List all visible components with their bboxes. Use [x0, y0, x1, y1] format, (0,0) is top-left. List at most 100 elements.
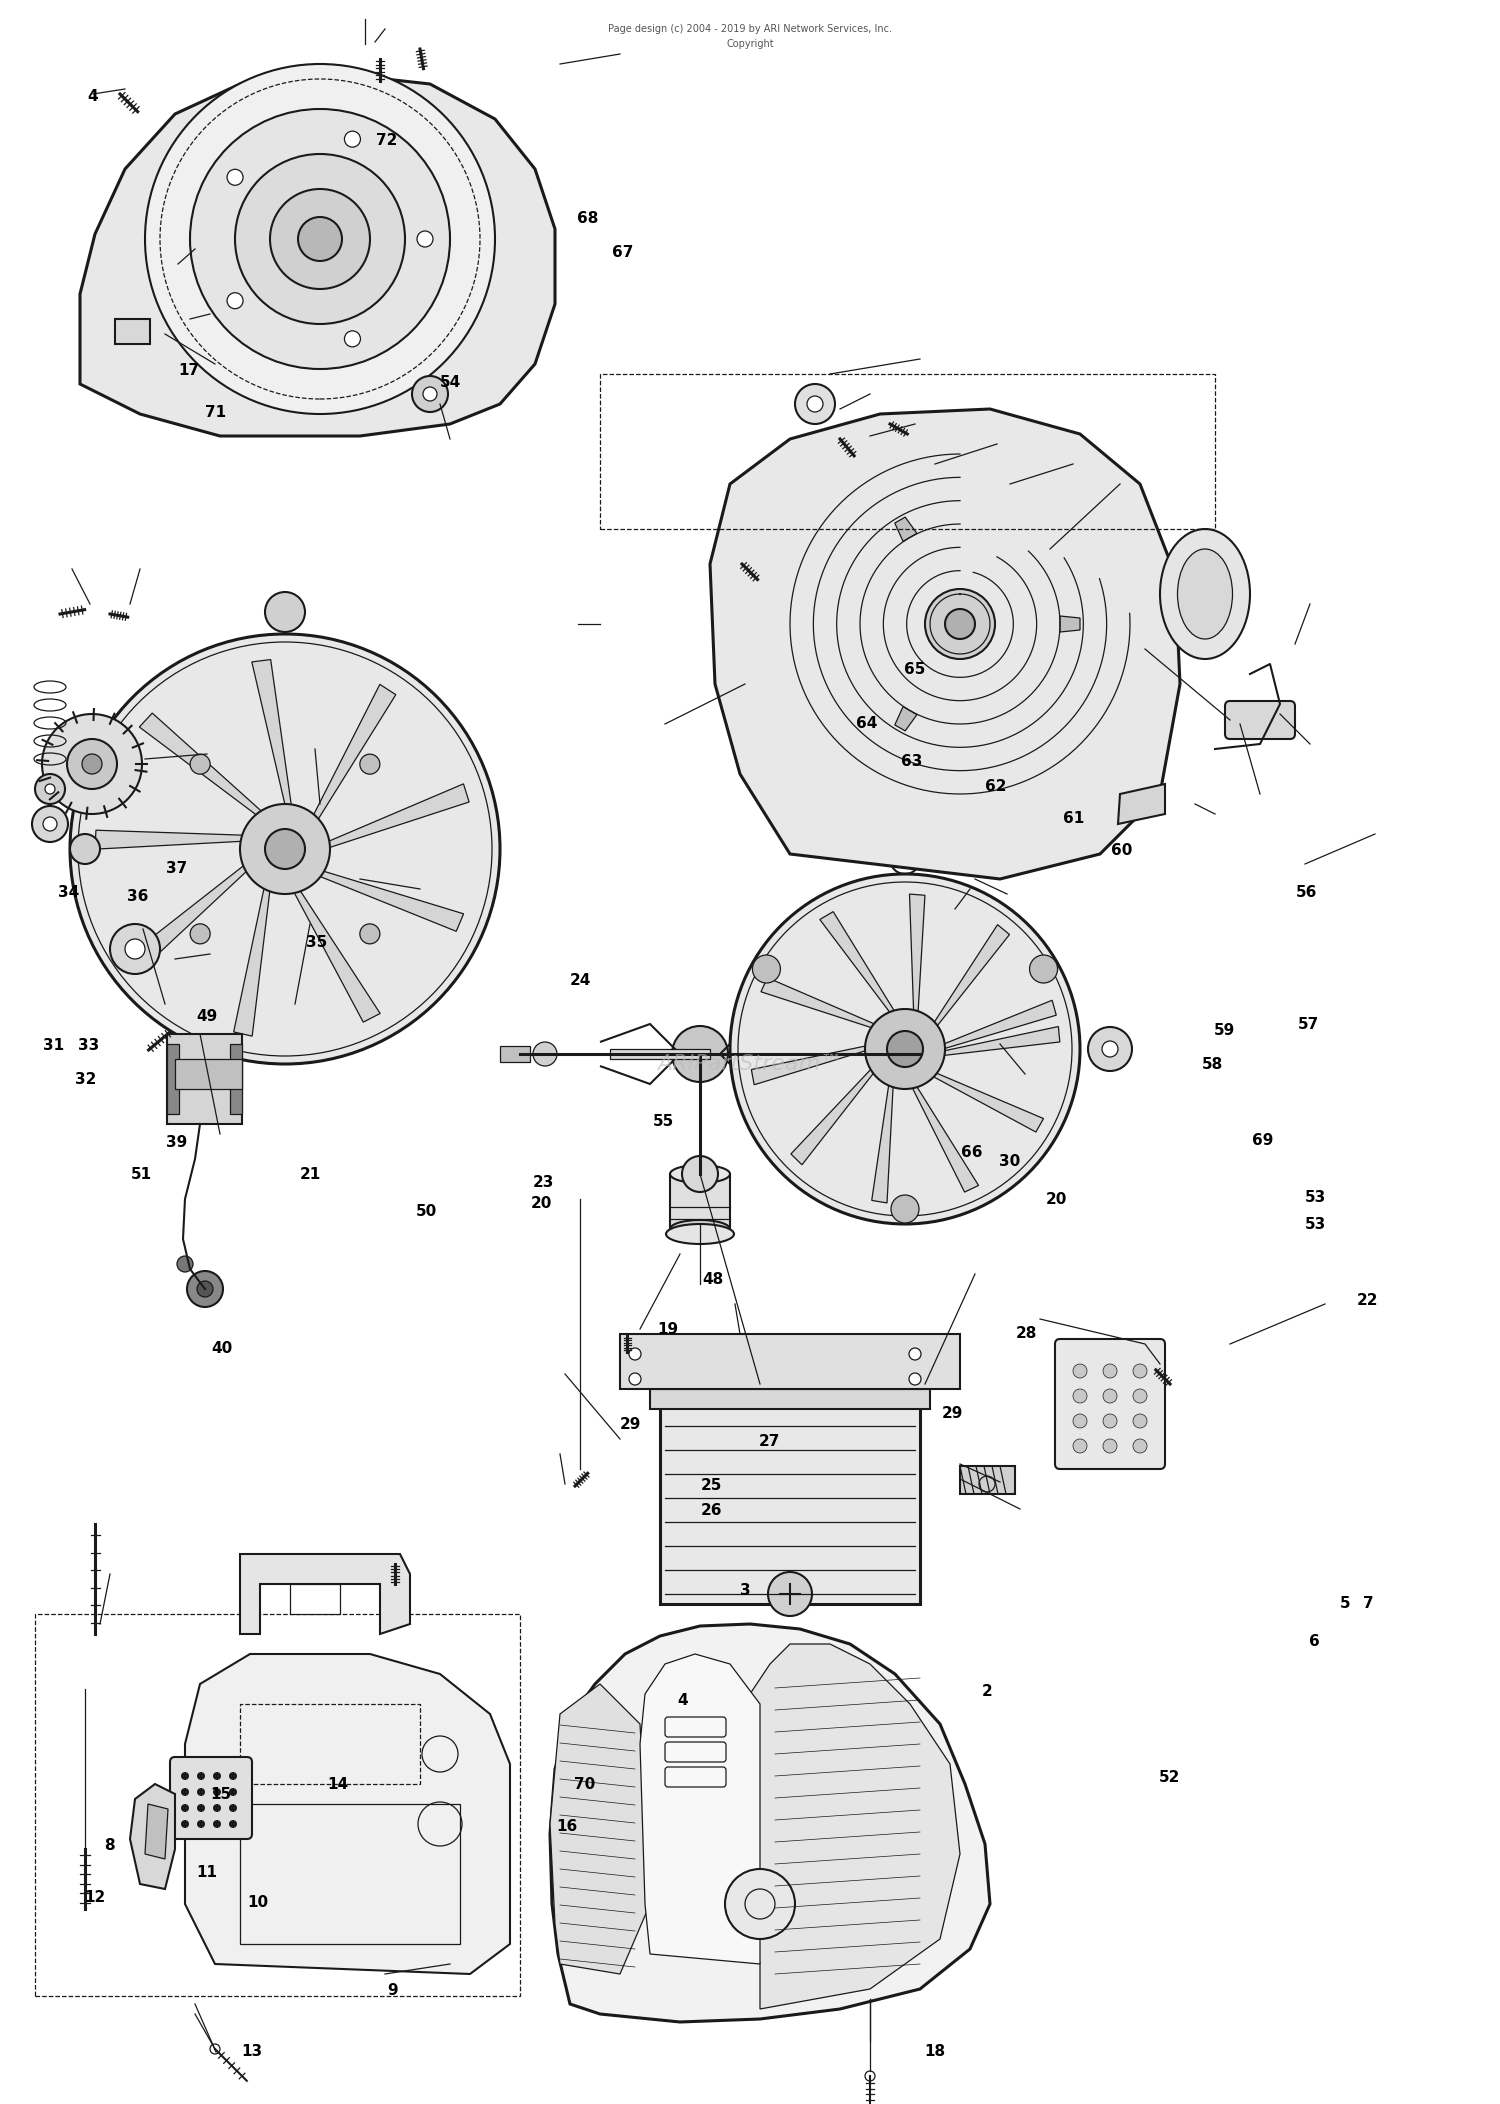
- Text: 22: 22: [1358, 1292, 1378, 1309]
- Bar: [670, 1174, 730, 1229]
- Circle shape: [196, 1788, 206, 1797]
- Circle shape: [724, 1868, 795, 1940]
- Circle shape: [1072, 1363, 1088, 1378]
- Circle shape: [858, 1041, 882, 1067]
- FancyBboxPatch shape: [1054, 1338, 1166, 1469]
- Text: 33: 33: [78, 1037, 99, 1054]
- Text: 60: 60: [1112, 842, 1132, 858]
- Text: 57: 57: [1298, 1016, 1318, 1033]
- Text: 64: 64: [856, 715, 877, 732]
- Circle shape: [182, 1803, 189, 1812]
- Circle shape: [190, 753, 210, 774]
- Circle shape: [146, 63, 495, 414]
- Circle shape: [70, 833, 100, 865]
- Circle shape: [865, 1010, 945, 1090]
- Circle shape: [926, 589, 994, 659]
- Bar: [660, 1395, 920, 1603]
- Circle shape: [1088, 1027, 1132, 1071]
- Polygon shape: [790, 1069, 874, 1166]
- Circle shape: [1072, 1439, 1088, 1454]
- Circle shape: [45, 785, 56, 793]
- Polygon shape: [896, 518, 916, 541]
- Text: 31: 31: [44, 1037, 64, 1054]
- Circle shape: [795, 385, 836, 425]
- Circle shape: [1102, 1041, 1118, 1056]
- Text: 51: 51: [130, 1166, 152, 1182]
- Text: 26: 26: [700, 1502, 721, 1519]
- Polygon shape: [760, 978, 876, 1029]
- Text: 23: 23: [532, 1174, 554, 1191]
- Polygon shape: [710, 408, 1180, 879]
- Bar: [650, 1389, 930, 1410]
- Circle shape: [753, 955, 780, 983]
- Polygon shape: [240, 1555, 410, 1635]
- Text: 39: 39: [166, 1134, 188, 1151]
- Text: 29: 29: [942, 1405, 963, 1422]
- Circle shape: [682, 1155, 718, 1193]
- Bar: [500, 1046, 530, 1063]
- Circle shape: [1072, 1389, 1088, 1403]
- Text: 13: 13: [242, 2043, 262, 2060]
- Polygon shape: [324, 785, 470, 850]
- Polygon shape: [752, 1046, 867, 1086]
- Circle shape: [345, 130, 360, 147]
- Polygon shape: [1060, 616, 1080, 631]
- Circle shape: [44, 816, 57, 831]
- Text: 37: 37: [166, 861, 188, 877]
- Text: 19: 19: [657, 1321, 678, 1338]
- Circle shape: [945, 608, 975, 640]
- Ellipse shape: [670, 1220, 730, 1237]
- Text: 18: 18: [924, 2043, 945, 2060]
- Circle shape: [1102, 1439, 1118, 1454]
- Text: 4: 4: [676, 1692, 688, 1708]
- Text: 56: 56: [1296, 884, 1317, 901]
- Circle shape: [230, 1788, 237, 1797]
- Circle shape: [270, 189, 370, 288]
- Text: 7: 7: [1362, 1595, 1374, 1612]
- Text: 30: 30: [999, 1153, 1020, 1170]
- Circle shape: [190, 109, 450, 368]
- Text: 6: 6: [1308, 1633, 1320, 1650]
- Circle shape: [345, 330, 360, 347]
- Circle shape: [360, 753, 380, 774]
- Text: 35: 35: [306, 934, 327, 951]
- Text: 15: 15: [210, 1786, 231, 1803]
- Ellipse shape: [1178, 549, 1233, 640]
- Text: 29: 29: [620, 1416, 640, 1433]
- Polygon shape: [932, 1073, 1044, 1132]
- Circle shape: [360, 924, 380, 945]
- Bar: [290, 1584, 340, 1614]
- Circle shape: [1029, 955, 1057, 983]
- Circle shape: [891, 1195, 920, 1222]
- Text: 50: 50: [416, 1203, 436, 1220]
- Text: 20: 20: [1046, 1191, 1066, 1208]
- Text: 21: 21: [300, 1166, 321, 1182]
- Circle shape: [266, 829, 305, 869]
- Ellipse shape: [670, 1166, 730, 1182]
- Circle shape: [196, 1803, 206, 1812]
- Circle shape: [210, 2043, 220, 2054]
- Circle shape: [196, 1772, 206, 1780]
- Circle shape: [266, 591, 305, 631]
- Circle shape: [230, 1772, 237, 1780]
- Polygon shape: [140, 713, 266, 818]
- Circle shape: [82, 753, 102, 774]
- Text: 68: 68: [578, 210, 598, 227]
- Text: 54: 54: [440, 375, 460, 391]
- Text: 9: 9: [387, 1982, 399, 1999]
- Bar: [166, 1033, 242, 1124]
- Text: 2: 2: [981, 1683, 993, 1700]
- Circle shape: [1072, 1414, 1088, 1429]
- Text: 5: 5: [1340, 1595, 1352, 1612]
- Text: 20: 20: [531, 1195, 552, 1212]
- Circle shape: [124, 938, 146, 959]
- Bar: [166, 1044, 178, 1113]
- Bar: [116, 320, 150, 343]
- Circle shape: [628, 1374, 640, 1384]
- Circle shape: [188, 1271, 224, 1307]
- Circle shape: [532, 1041, 556, 1067]
- Polygon shape: [871, 1084, 892, 1203]
- Bar: [34, 1614, 520, 1997]
- Text: 61: 61: [1064, 810, 1084, 827]
- Circle shape: [413, 377, 448, 412]
